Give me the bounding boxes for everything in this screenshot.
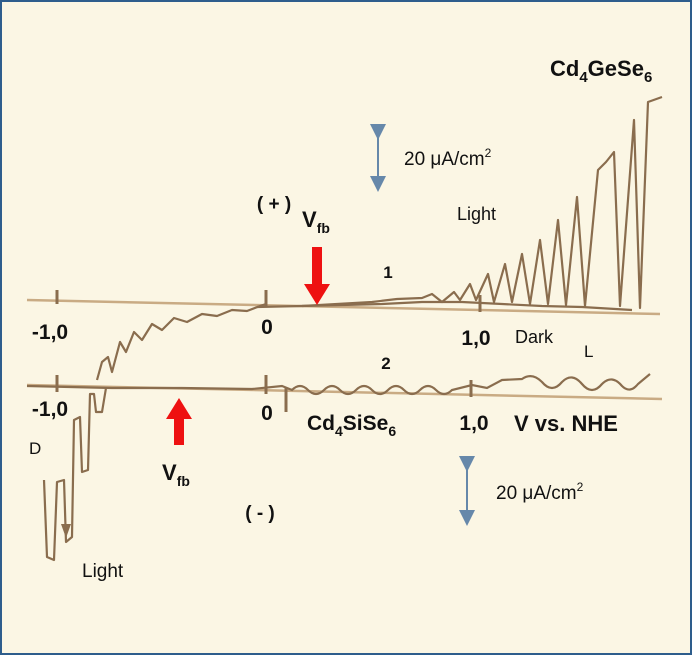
curve-number-1: 1 <box>383 263 392 282</box>
x-tick-label-minus1-top: -1,0 <box>32 321 68 344</box>
x-tick-label-1-top: 1,0 <box>461 327 490 350</box>
trace-1-light <box>301 95 663 310</box>
trace-2-arrowhead <box>61 524 71 538</box>
scale-label-1: 20 μA/cm2 <box>404 146 492 170</box>
light-label-1: Light <box>457 204 496 224</box>
sign-label-2: ( - ) <box>245 503 275 524</box>
x-tick-label-0-bottom: 0 <box>261 402 273 425</box>
x-axis-label: V vs. NHE <box>514 411 618 436</box>
sign-label-1: ( + ) <box>257 194 291 215</box>
x-tick-label-minus1-bottom: -1,0 <box>32 398 68 421</box>
panel-1: 1 Cd4GeSe6 20 μA/cm2 ( + ) Vfb Light Dar… <box>26 56 663 381</box>
vfb-arrow-2 <box>166 398 192 445</box>
compound-label-1: Cd4GeSe6 <box>550 56 652 86</box>
trace-2-light <box>42 387 108 562</box>
dark-label-1: Dark <box>515 327 554 347</box>
light-label-2: Light <box>82 561 124 582</box>
l-label-1: L <box>584 342 593 361</box>
vfb-label-1: Vfb <box>302 207 330 236</box>
baseline-1 <box>26 298 661 316</box>
curve-number-2: 2 <box>381 354 390 373</box>
x-tick-label-0-top: 0 <box>261 316 273 339</box>
vfb-arrow-1 <box>304 247 330 305</box>
compound-label-2: Cd4SiSe6 <box>307 412 396 439</box>
panel-2: 2 Cd4SiSe6 V vs. NHE Vfb ( - ) 20 μA/cm2… <box>26 354 663 582</box>
x-tick-label-1-bottom: 1,0 <box>459 412 488 435</box>
vfb-label-2: Vfb <box>162 460 190 489</box>
scale-label-2: 20 μA/cm2 <box>496 480 584 504</box>
trace-1-cathodic <box>95 302 267 381</box>
trace-2-wavy <box>26 373 651 396</box>
dark-label-2: D <box>29 439 41 458</box>
